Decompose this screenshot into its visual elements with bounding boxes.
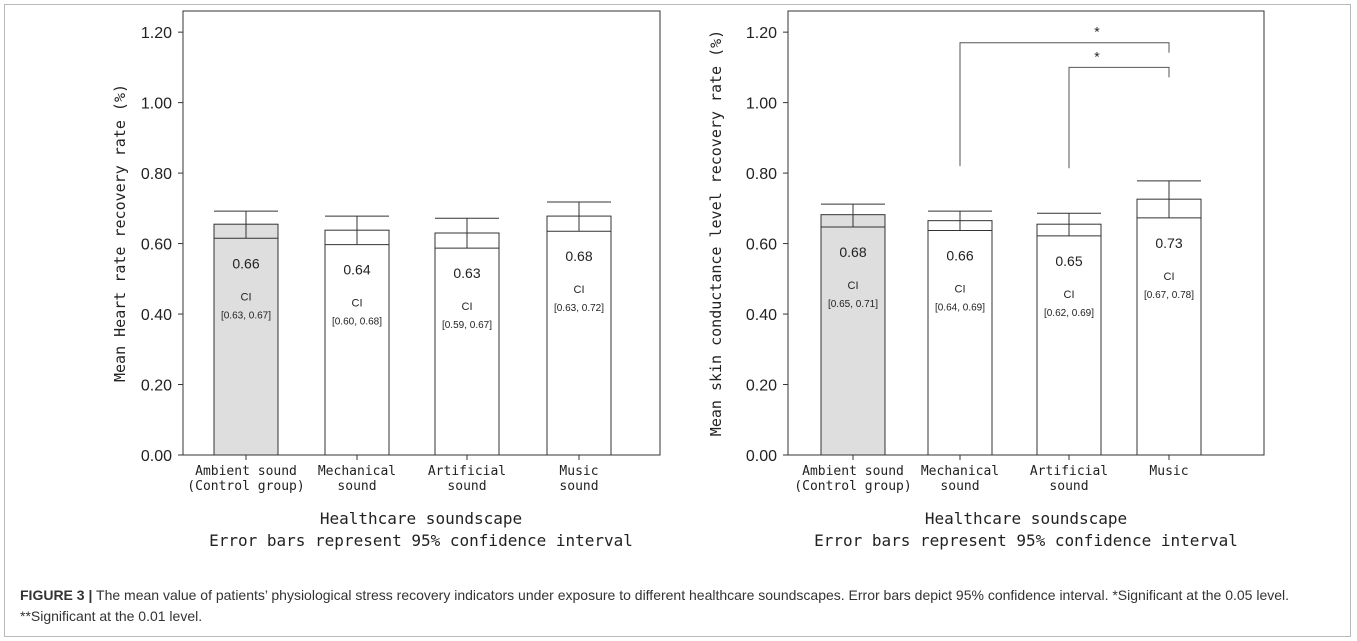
plot-frame-1 bbox=[182, 10, 661, 456]
x-tick-label: (Control group) bbox=[187, 479, 304, 494]
y-tick-label: 0.80 bbox=[141, 166, 172, 183]
ci-word-label: CI bbox=[352, 298, 363, 310]
y-tick-label: 1.00 bbox=[141, 96, 172, 113]
y-tick-label: 0.00 bbox=[141, 448, 172, 465]
ci-word-label: CI bbox=[241, 291, 252, 303]
ci-word-label: CI bbox=[1064, 289, 1075, 301]
significance-bracket bbox=[1068, 66, 1170, 169]
x-tick-label: Artificial bbox=[428, 464, 506, 479]
y-tick-label: 0.00 bbox=[746, 448, 777, 465]
y-axis-title: Mean Heart rate recovery rate (%) bbox=[111, 84, 129, 382]
significance-bracket bbox=[959, 42, 1170, 167]
ci-range-label: [0.63, 0.67] bbox=[221, 310, 271, 321]
value-label: 0.68 bbox=[565, 248, 592, 264]
value-label: 0.73 bbox=[1155, 235, 1182, 251]
x-tick-label: sound bbox=[940, 479, 979, 494]
ci-word-label: CI bbox=[574, 284, 585, 296]
value-label: 0.68 bbox=[839, 244, 866, 260]
x-tick-label: sound bbox=[1049, 479, 1088, 494]
y-tick-label: 1.00 bbox=[746, 96, 777, 113]
value-label: 0.63 bbox=[453, 265, 480, 281]
x-axis-title: Healthcare soundscape bbox=[320, 509, 522, 528]
bar bbox=[1136, 198, 1202, 456]
x-tick-label: Music bbox=[1149, 464, 1188, 479]
figure-charts: 0.00 0.20 0.40 0.60 0.80 1.00 1.20 Mean Heart r… bbox=[111, 10, 1265, 550]
error-bar-note: Error bars represent 95% confidence inte… bbox=[209, 531, 633, 550]
ci-range-label: [0.64, 0.69] bbox=[935, 303, 985, 314]
x-tick-label: Artificial bbox=[1030, 464, 1108, 479]
ci-range-label: [0.63, 0.72] bbox=[554, 303, 604, 314]
ci-word-label: CI bbox=[955, 284, 966, 296]
ci-word-label: CI bbox=[1164, 271, 1175, 283]
y-axis-title: Mean skin conductance level recovery rat… bbox=[707, 30, 725, 436]
y-tick-label: 0.20 bbox=[746, 378, 777, 395]
x-axis-title: Healthcare soundscape bbox=[925, 509, 1127, 528]
bar bbox=[927, 220, 993, 456]
bar bbox=[1036, 223, 1102, 456]
ci-range-label: [0.62, 0.69] bbox=[1044, 308, 1094, 319]
value-label: 0.65 bbox=[1055, 253, 1082, 269]
y-tick-label: 1.20 bbox=[141, 25, 172, 42]
x-tick-label: (Control group) bbox=[794, 479, 911, 494]
y-tick-label: 0.40 bbox=[141, 307, 172, 324]
ci-word-label: CI bbox=[462, 301, 473, 313]
ci-range-label: [0.59, 0.67] bbox=[442, 320, 492, 331]
x-tick-label: Ambient sound bbox=[195, 464, 297, 479]
ci-range-label: [0.60, 0.68] bbox=[332, 317, 382, 328]
x-tick-label: Ambient sound bbox=[802, 464, 904, 479]
significance-star: * bbox=[1094, 48, 1100, 64]
value-label: 0.66 bbox=[232, 255, 259, 271]
ci-range-label: [0.65, 0.71] bbox=[828, 299, 878, 310]
bar bbox=[820, 214, 886, 456]
figure-caption: FIGURE 3 | The mean value of patients’ p… bbox=[20, 585, 1340, 627]
y-tick-label: 0.80 bbox=[746, 166, 777, 183]
value-label: 0.64 bbox=[343, 262, 370, 278]
x-tick-label: sound bbox=[337, 479, 376, 494]
plot-frame-2 bbox=[787, 10, 1265, 456]
significance-star: * bbox=[1094, 24, 1100, 40]
x-tick-label: sound bbox=[447, 479, 486, 494]
caption-text: The mean value of patients’ physiologica… bbox=[20, 587, 1290, 624]
y-tick-label: 0.60 bbox=[746, 237, 777, 254]
x-tick-label: sound bbox=[559, 479, 598, 494]
y-tick-label: 0.20 bbox=[141, 378, 172, 395]
caption-label: FIGURE 3 | bbox=[20, 587, 93, 603]
figure-frame bbox=[4, 4, 1351, 637]
x-tick-label: Music bbox=[559, 464, 598, 479]
ci-range-label: [0.67, 0.78] bbox=[1144, 290, 1194, 301]
error-bar-note: Error bars represent 95% confidence inte… bbox=[814, 531, 1238, 550]
x-tick-label: Mechanical bbox=[318, 464, 396, 479]
x-tick-label: Mechanical bbox=[921, 464, 999, 479]
ci-word-label: CI bbox=[848, 280, 859, 292]
y-tick-label: 1.20 bbox=[746, 25, 777, 42]
value-label: 0.66 bbox=[946, 248, 973, 264]
y-tick-label: 0.60 bbox=[141, 237, 172, 254]
y-tick-label: 0.40 bbox=[746, 307, 777, 324]
